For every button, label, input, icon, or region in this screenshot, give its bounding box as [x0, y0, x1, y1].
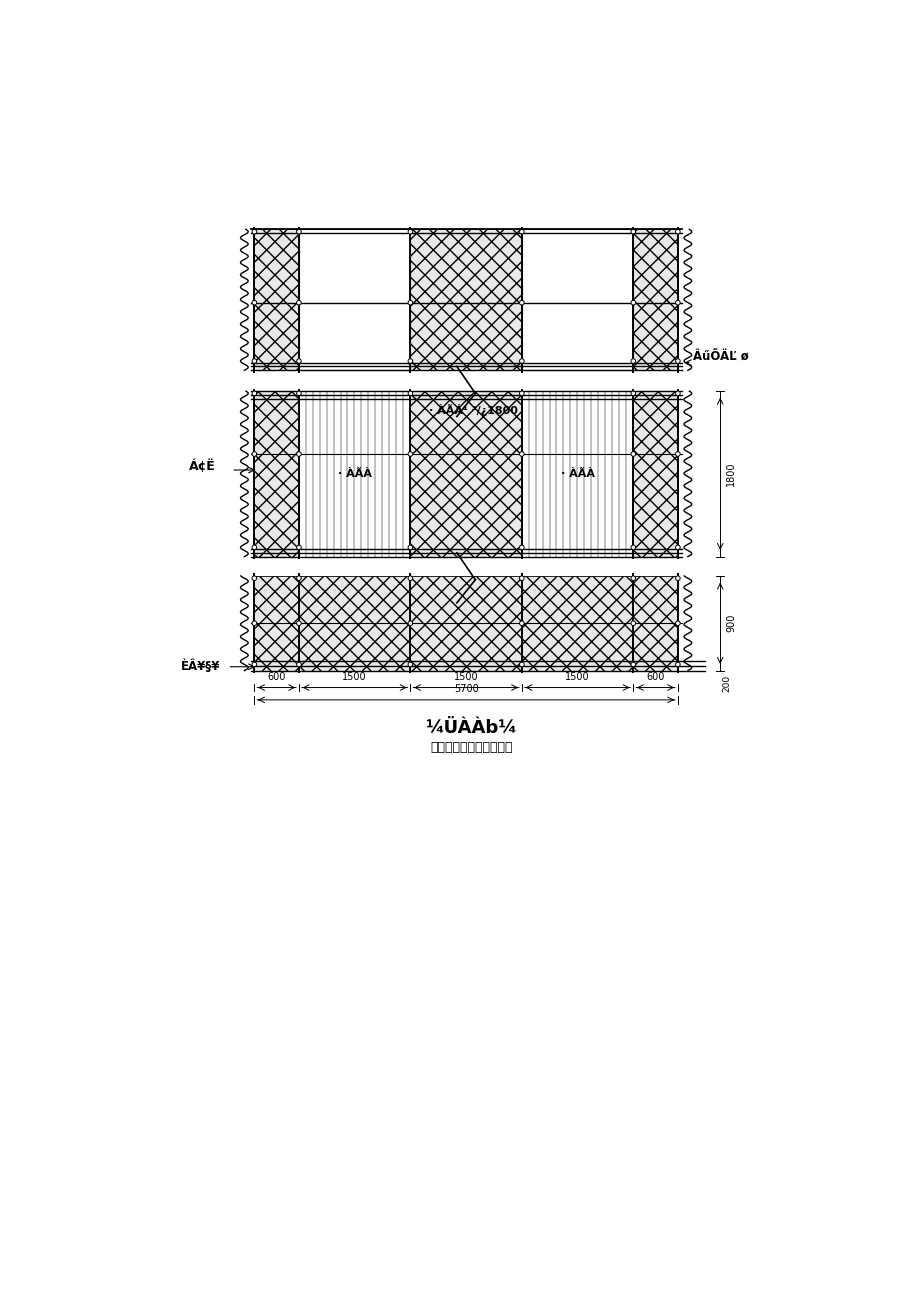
Circle shape — [675, 575, 679, 581]
Circle shape — [519, 229, 524, 234]
Circle shape — [252, 229, 256, 234]
Bar — [632, 391, 677, 557]
Circle shape — [675, 229, 679, 234]
Circle shape — [252, 391, 256, 396]
Circle shape — [296, 621, 301, 625]
Circle shape — [630, 546, 635, 549]
Text: · ÀÃÀ: · ÀÃÀ — [337, 469, 371, 479]
Text: Á¢Ë: Á¢Ë — [188, 460, 215, 473]
Circle shape — [630, 452, 635, 456]
Circle shape — [675, 621, 679, 625]
Circle shape — [630, 391, 635, 396]
Circle shape — [630, 621, 635, 625]
Circle shape — [519, 301, 524, 305]
Circle shape — [408, 663, 413, 667]
Bar — [299, 391, 410, 557]
Text: 900: 900 — [726, 615, 735, 633]
Text: · ÀÃÀ: · ÀÃÀ — [560, 469, 594, 479]
Circle shape — [675, 452, 679, 456]
Bar — [632, 575, 677, 671]
Circle shape — [519, 452, 524, 456]
Circle shape — [296, 575, 301, 581]
Text: 1500: 1500 — [342, 672, 367, 682]
Circle shape — [408, 391, 413, 396]
Text: 1800: 1800 — [726, 462, 735, 486]
Circle shape — [408, 621, 413, 625]
Circle shape — [630, 301, 635, 305]
Circle shape — [296, 546, 301, 549]
Circle shape — [408, 575, 413, 581]
Circle shape — [408, 229, 413, 234]
Circle shape — [252, 546, 256, 549]
Text: 1500: 1500 — [453, 672, 478, 682]
Text: 1500: 1500 — [564, 672, 589, 682]
Bar — [254, 391, 299, 557]
Circle shape — [296, 391, 301, 396]
Circle shape — [408, 546, 413, 549]
Circle shape — [630, 359, 635, 363]
Circle shape — [675, 391, 679, 396]
Text: ¼ÜÀÀb¼: ¼ÜÀÀb¼ — [425, 719, 516, 737]
Circle shape — [630, 663, 635, 667]
Text: ÈÂ¥§¥: ÈÂ¥§¥ — [181, 660, 221, 673]
Circle shape — [675, 359, 679, 363]
Circle shape — [408, 452, 413, 456]
Circle shape — [675, 546, 679, 549]
Circle shape — [519, 621, 524, 625]
Bar — [410, 391, 521, 557]
Bar — [299, 575, 410, 671]
Text: 200: 200 — [721, 674, 731, 691]
Circle shape — [296, 229, 301, 234]
Circle shape — [519, 546, 524, 549]
Bar — [410, 229, 521, 370]
Circle shape — [675, 663, 679, 667]
Circle shape — [296, 452, 301, 456]
Bar — [632, 229, 677, 370]
Circle shape — [296, 359, 301, 363]
Text: · ÀÃÁ¹ ³/¿1800: · ÀÃÁ¹ ³/¿1800 — [429, 405, 517, 417]
Text: 600: 600 — [267, 672, 286, 682]
Circle shape — [252, 301, 256, 305]
Bar — [521, 229, 632, 370]
Text: 外双排落地脚手架立面图: 外双排落地脚手架立面图 — [430, 741, 512, 754]
Text: 5700: 5700 — [453, 685, 478, 694]
Circle shape — [519, 663, 524, 667]
Circle shape — [519, 575, 524, 581]
Bar — [521, 575, 632, 671]
Bar — [254, 229, 299, 370]
Circle shape — [296, 663, 301, 667]
Circle shape — [408, 301, 413, 305]
Circle shape — [408, 359, 413, 363]
Circle shape — [252, 621, 256, 625]
Circle shape — [519, 359, 524, 363]
Circle shape — [252, 359, 256, 363]
Bar — [410, 575, 521, 671]
Circle shape — [630, 575, 635, 581]
Circle shape — [675, 301, 679, 305]
Circle shape — [296, 301, 301, 305]
Circle shape — [252, 663, 256, 667]
Text: 600: 600 — [646, 672, 664, 682]
Bar — [521, 391, 632, 557]
Circle shape — [630, 229, 635, 234]
Bar — [299, 229, 410, 370]
Bar — [254, 575, 299, 671]
Circle shape — [519, 391, 524, 396]
Circle shape — [252, 452, 256, 456]
Text: ÂűÕÄĽ ø: ÂűÕÄĽ ø — [693, 350, 748, 363]
Circle shape — [252, 575, 256, 581]
